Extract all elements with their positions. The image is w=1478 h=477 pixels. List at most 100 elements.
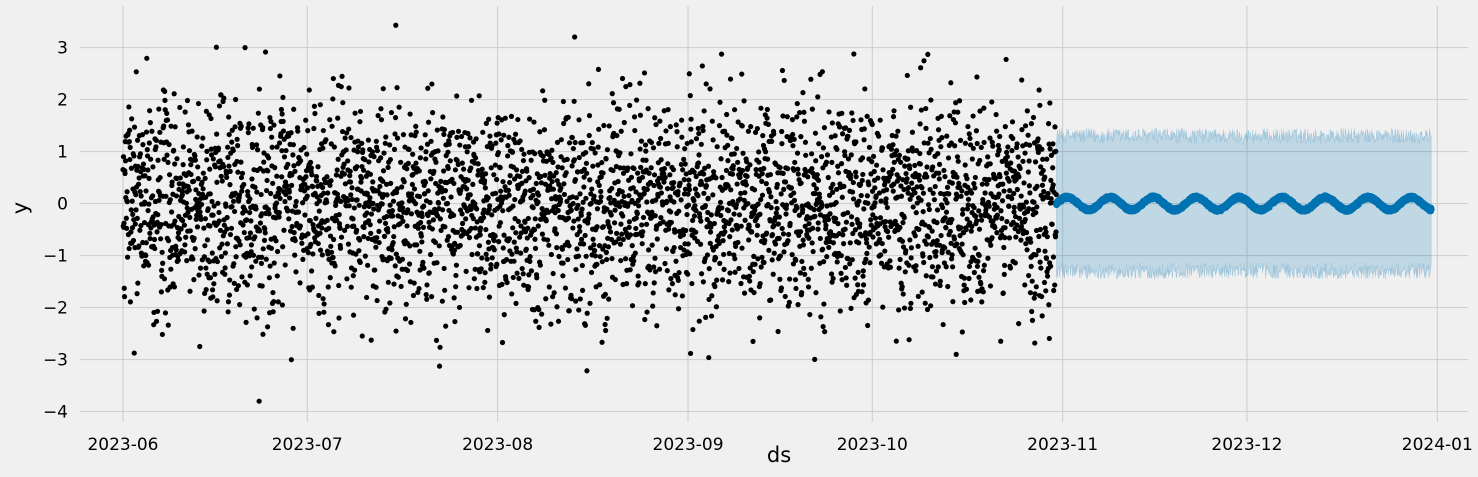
data-point [266,211,272,217]
data-point [324,199,330,205]
data-point [864,240,870,246]
data-point [341,161,347,167]
data-point [756,159,762,165]
data-point [744,173,750,180]
data-point [978,144,984,150]
data-point [617,241,624,247]
data-point [143,188,149,194]
data-point [944,133,950,139]
data-point [348,284,354,290]
data-point [430,217,436,223]
data-point [364,294,370,301]
data-point [785,238,791,244]
data-point [1043,288,1049,294]
data-point [809,151,815,157]
data-point [940,321,946,328]
data-point [349,196,355,203]
data-point [425,85,431,91]
data-point [917,161,923,167]
data-point [416,193,423,200]
data-point [840,232,846,238]
data-point [661,170,667,177]
data-point [280,128,287,134]
data-point [484,143,490,150]
data-point [147,235,153,242]
data-point [154,219,160,225]
data-point [755,201,761,207]
data-point [341,171,347,177]
data-point [652,269,659,275]
data-point [214,131,220,137]
data-point [970,113,976,119]
data-point [701,108,707,114]
data-point [144,55,150,61]
data-point [345,197,351,204]
data-point [400,132,407,138]
data-point [633,225,639,232]
data-point [587,300,593,306]
data-point [691,197,697,204]
data-point [938,144,944,150]
data-point [739,245,745,251]
data-point [693,208,699,214]
data-point [974,140,980,147]
data-point [692,186,699,192]
data-point [879,240,885,247]
data-point [153,318,160,324]
data-point [834,186,840,192]
data-point [923,241,930,247]
data-point [162,97,168,103]
data-point [368,230,374,236]
data-point [391,281,397,287]
data-point [482,270,488,276]
data-point [612,207,618,213]
data-point [635,273,641,279]
data-point [570,200,576,207]
data-point [549,196,555,202]
data-point [195,164,201,170]
data-point [579,262,585,269]
data-point [444,200,451,207]
data-point [395,274,401,280]
data-point [235,283,241,289]
data-point [707,229,714,235]
data-point [1031,199,1037,205]
data-point [171,284,178,290]
data-point [805,284,812,290]
data-point [827,229,834,235]
data-point [134,215,140,221]
data-point [331,329,337,335]
data-point [738,223,744,229]
data-point [829,159,835,165]
data-point [555,318,562,324]
data-point [315,240,321,247]
data-point [459,160,465,166]
data-point [1017,165,1023,172]
data-point [924,174,930,180]
data-point [556,253,562,260]
data-point [426,219,432,225]
data-point [723,167,730,174]
data-point [157,129,163,135]
data-point [357,119,363,125]
data-point [997,133,1003,140]
data-point [526,175,532,181]
data-point [501,312,507,318]
data-point [677,180,683,186]
data-point [969,223,975,230]
data-point [863,230,869,236]
data-point [385,279,391,285]
data-point [605,244,612,250]
data-point [504,279,510,286]
data-point [230,198,237,204]
data-point [245,125,251,131]
data-point [391,233,397,240]
data-point [931,197,938,203]
data-point [276,210,282,216]
data-point [581,184,587,190]
data-point [933,268,940,274]
data-point [299,240,305,246]
data-point [433,337,440,343]
data-point [203,287,209,293]
